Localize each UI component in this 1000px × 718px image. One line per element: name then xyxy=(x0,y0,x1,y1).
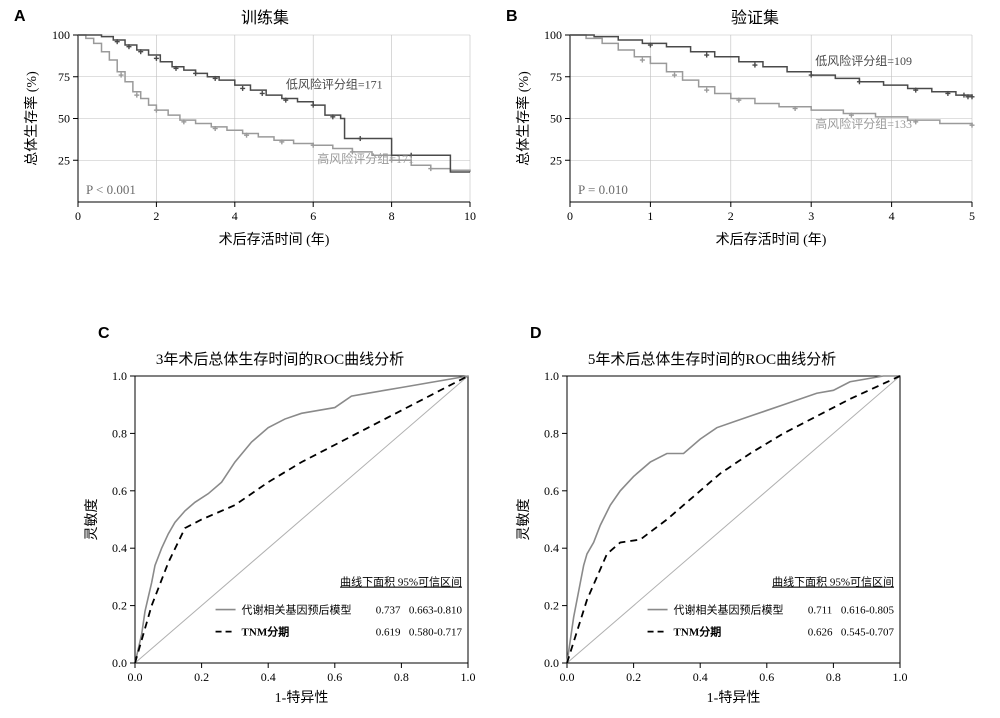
svg-text:50: 50 xyxy=(58,112,70,126)
svg-text:曲线下面积 95%可信区间: 曲线下面积 95%可信区间 xyxy=(772,575,894,589)
panel-a-label: A xyxy=(14,8,26,26)
svg-text:总体生存率 (%): 总体生存率 (%) xyxy=(23,71,40,166)
svg-text:2: 2 xyxy=(153,209,159,223)
svg-text:P < 0.001: P < 0.001 xyxy=(86,182,136,197)
svg-text:代谢相关基因预后模型: 代谢相关基因预后模型 xyxy=(242,603,352,617)
svg-text:10: 10 xyxy=(464,209,476,223)
svg-text:0.4: 0.4 xyxy=(112,541,127,555)
svg-text:TNM分期: TNM分期 xyxy=(242,625,290,639)
svg-text:0.580-0.717: 0.580-0.717 xyxy=(409,627,463,639)
svg-text:0.626: 0.626 xyxy=(808,627,833,639)
svg-text:0.0: 0.0 xyxy=(128,670,143,684)
svg-text:代谢相关基因预后模型: 代谢相关基因预后模型 xyxy=(674,603,784,617)
panel-a-km-chart: 0 2 4 6 8 10 25 50 75 100 术后存活时间 (年) 总体生存率 (%) 低风险评分… xyxy=(20,25,480,250)
svg-text:TNM分期: TNM分期 xyxy=(674,625,722,639)
svg-text:0.2: 0.2 xyxy=(626,670,641,684)
svg-text:0.0: 0.0 xyxy=(560,670,575,684)
panel-d-title: 5年术后总体生存时间的ROC曲线分析 xyxy=(527,348,897,369)
panel-c-label: C xyxy=(98,325,110,343)
svg-text:0.4: 0.4 xyxy=(693,670,708,684)
svg-text:0.545-0.707: 0.545-0.707 xyxy=(841,627,895,639)
svg-text:1.0: 1.0 xyxy=(893,670,908,684)
svg-text:3: 3 xyxy=(808,209,814,223)
svg-text:6: 6 xyxy=(310,209,316,223)
svg-text:1.0: 1.0 xyxy=(544,369,559,383)
panel-c-title: 3年术后总体生存时间的ROC曲线分析 xyxy=(95,348,465,369)
svg-text:2: 2 xyxy=(728,209,734,223)
svg-text:灵敏度: 灵敏度 xyxy=(516,499,532,541)
svg-text:0.6: 0.6 xyxy=(327,670,342,684)
svg-text:0.6: 0.6 xyxy=(759,670,774,684)
svg-text:5: 5 xyxy=(969,209,975,223)
svg-text:1.0: 1.0 xyxy=(461,670,476,684)
svg-text:0.619: 0.619 xyxy=(376,627,401,639)
svg-text:0.6: 0.6 xyxy=(112,484,127,498)
panel-d-roc-chart: 0.0 0.2 0.4 0.6 0.8 1.0 0.0 0.2 0.4 0.6 0.8 1.0 1-特异… xyxy=(512,368,912,708)
figure-page: A 训练集 0246810255075100术后存活时间 (年)总体生存率 (%… xyxy=(0,0,1000,718)
svg-text:8: 8 xyxy=(389,209,395,223)
svg-text:0.8: 0.8 xyxy=(112,426,127,440)
svg-text:总体生存率 (%): 总体生存率 (%) xyxy=(515,71,532,166)
svg-text:0.4: 0.4 xyxy=(544,541,559,555)
svg-text:75: 75 xyxy=(58,70,70,84)
svg-text:1-特异性: 1-特异性 xyxy=(275,690,329,706)
svg-text:术后存活时间 (年): 术后存活时间 (年) xyxy=(219,232,330,248)
svg-text:灵敏度: 灵敏度 xyxy=(84,499,100,541)
svg-text:100: 100 xyxy=(52,28,70,42)
svg-text:25: 25 xyxy=(550,153,562,167)
svg-text:4: 4 xyxy=(232,209,238,223)
svg-text:0.8: 0.8 xyxy=(544,426,559,440)
panel-b-label: B xyxy=(506,8,518,26)
svg-text:高风险评分组=171: 高风险评分组=171 xyxy=(317,151,414,166)
svg-text:1: 1 xyxy=(647,209,653,223)
svg-text:0.663-0.810: 0.663-0.810 xyxy=(409,605,463,617)
svg-text:0.2: 0.2 xyxy=(194,670,209,684)
svg-text:50: 50 xyxy=(550,112,562,126)
svg-text:0.8: 0.8 xyxy=(394,670,409,684)
svg-text:25: 25 xyxy=(58,153,70,167)
svg-text:1-特异性: 1-特异性 xyxy=(707,690,761,706)
svg-text:0.0: 0.0 xyxy=(544,656,559,670)
svg-text:0.0: 0.0 xyxy=(112,656,127,670)
svg-text:0.616-0.805: 0.616-0.805 xyxy=(841,605,895,617)
svg-text:术后存活时间 (年): 术后存活时间 (年) xyxy=(716,232,827,248)
svg-text:0.737: 0.737 xyxy=(376,605,401,617)
panel-d-label: D xyxy=(530,325,542,343)
svg-text:0.2: 0.2 xyxy=(112,599,127,613)
svg-text:0.2: 0.2 xyxy=(544,599,559,613)
svg-text:0: 0 xyxy=(567,209,573,223)
panel-b-km-chart: 0 1 2 3 4 5 25 50 75 100 术后存活时间 (年) 总体生存率 (%) 低风险评分组… xyxy=(512,25,982,250)
svg-text:高风险评分组=133: 高风险评分组=133 xyxy=(815,116,912,131)
svg-text:4: 4 xyxy=(889,209,895,223)
svg-text:低风险评分组=171: 低风险评分组=171 xyxy=(286,76,383,91)
svg-text:0.711: 0.711 xyxy=(808,605,832,617)
svg-text:曲线下面积 95%可信区间: 曲线下面积 95%可信区间 xyxy=(340,575,462,589)
svg-text:0.6: 0.6 xyxy=(544,484,559,498)
panel-c-roc-chart: 0.0 0.2 0.4 0.6 0.8 1.0 0.0 0.2 0.4 0.6 0.8 1.0 1-特异… xyxy=(80,368,480,708)
svg-text:1.0: 1.0 xyxy=(112,369,127,383)
svg-text:P = 0.010: P = 0.010 xyxy=(578,182,628,197)
svg-text:100: 100 xyxy=(544,28,562,42)
svg-text:0.4: 0.4 xyxy=(261,670,276,684)
svg-text:0: 0 xyxy=(75,209,81,223)
svg-text:0.8: 0.8 xyxy=(826,670,841,684)
svg-text:低风险评分组=109: 低风险评分组=109 xyxy=(815,53,912,68)
svg-text:75: 75 xyxy=(550,70,562,84)
